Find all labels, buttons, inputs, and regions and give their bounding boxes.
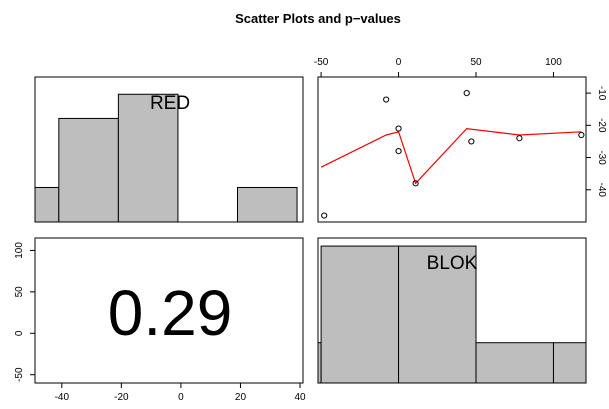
x-tick-label: 100 [545,57,562,68]
histogram-bar [398,245,477,384]
x-tick-label: -40 [55,392,70,403]
histogram-bar [117,93,179,223]
smooth-line [320,127,582,185]
scatter-point [321,212,328,219]
histogram-bar [58,117,119,223]
scatter-point [463,90,470,97]
blok-label: BLOK [427,253,478,274]
y-tick-label: 50 [14,286,25,298]
y-tick-label: -50 [14,367,25,382]
x-tick-label: -50 [314,57,329,68]
panel-blok-histogram [317,245,587,384]
scatter-point [516,135,523,142]
scatter-point [412,180,419,187]
x-tick-label: 40 [294,392,306,403]
y-tick-label: -20 [596,118,607,133]
scatter-point [395,125,402,132]
scatter-point [578,131,585,139]
y-tick-label: 0 [14,330,25,336]
histogram-bar [320,245,400,384]
x-tick-label: 50 [470,57,482,68]
panel-red-histogram [34,93,298,223]
y-tick-label: -10 [596,86,607,101]
scatter-point [395,148,402,155]
y-tick-label: -30 [596,150,607,165]
red-label: RED [150,93,190,114]
histogram-bar [236,186,298,223]
x-tick-label: 0 [178,392,184,403]
x-tick-label: 0 [396,57,402,68]
y-tick-label: -40 [596,183,607,198]
histogram-bar [552,342,587,384]
chart-title: Scatter Plots and p−values [235,11,401,26]
histogram-bar [34,186,60,223]
scatter-point [468,138,475,145]
x-tick-label: -20 [114,392,129,403]
scatter-point [383,96,390,103]
panel-correlation: -40 -20 0 20 40 -50 0 50 100 [14,242,306,403]
correlation-value: 0.29 [108,277,233,349]
panel-scatter-plot: -50 0 50 100 -40 -30 -20 -10 [314,57,607,219]
y-tick-label: 100 [14,242,25,259]
histogram-bar [475,342,554,384]
x-tick-label: 20 [235,392,247,403]
